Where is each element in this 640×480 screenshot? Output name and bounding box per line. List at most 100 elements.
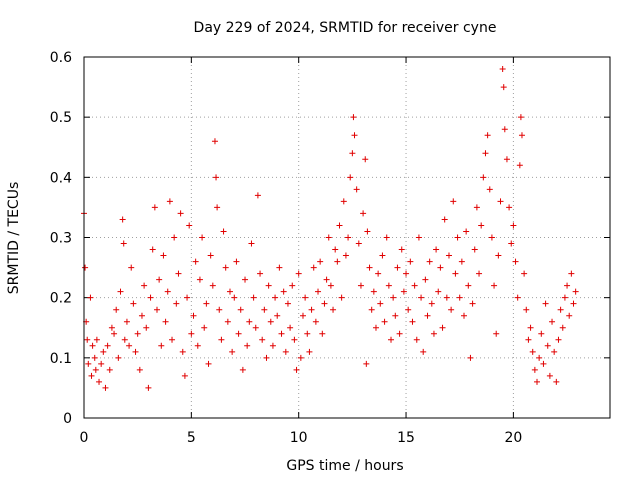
data-point xyxy=(214,204,221,211)
data-point xyxy=(89,342,96,349)
data-point xyxy=(518,132,525,139)
data-point xyxy=(100,348,107,355)
data-point xyxy=(407,258,414,265)
data-point xyxy=(398,246,405,253)
data-point xyxy=(452,270,459,277)
data-point xyxy=(132,348,139,355)
data-point xyxy=(302,294,309,301)
data-point xyxy=(473,204,480,211)
data-point xyxy=(388,336,395,343)
data-point xyxy=(192,258,199,265)
data-point xyxy=(461,312,468,319)
data-point xyxy=(448,306,455,313)
data-point xyxy=(458,258,465,265)
data-point xyxy=(340,198,347,205)
data-point xyxy=(235,330,242,337)
data-point xyxy=(181,372,188,379)
data-point xyxy=(503,156,510,163)
data-point xyxy=(126,342,133,349)
data-point xyxy=(222,264,229,271)
data-point xyxy=(347,174,354,181)
data-point xyxy=(184,294,191,301)
data-point xyxy=(196,276,203,283)
data-point xyxy=(443,294,450,301)
data-point xyxy=(372,324,379,331)
data-point xyxy=(357,282,364,289)
data-point xyxy=(484,132,491,139)
data-point xyxy=(263,354,270,361)
data-point xyxy=(426,258,433,265)
data-point xyxy=(177,210,184,217)
data-point xyxy=(315,288,322,295)
data-point xyxy=(363,360,370,367)
data-point xyxy=(570,300,577,307)
data-point xyxy=(345,234,352,241)
y-tick-label: 0.2 xyxy=(50,291,72,307)
x-tick-label: 20 xyxy=(504,430,522,446)
data-point xyxy=(517,114,524,121)
data-point xyxy=(383,234,390,241)
data-point xyxy=(368,306,375,313)
data-point xyxy=(257,270,264,277)
data-point xyxy=(435,288,442,295)
data-point xyxy=(445,252,452,259)
data-point xyxy=(246,318,253,325)
data-point xyxy=(297,354,304,361)
data-point xyxy=(143,324,150,331)
data-point xyxy=(295,270,302,277)
data-point xyxy=(527,324,534,331)
data-point xyxy=(480,174,487,181)
data-point xyxy=(128,264,135,271)
data-point xyxy=(218,336,225,343)
x-tick-label: 10 xyxy=(290,430,308,446)
data-point xyxy=(239,366,246,373)
data-point xyxy=(555,336,562,343)
data-point xyxy=(355,240,362,247)
data-point xyxy=(175,270,182,277)
data-point xyxy=(396,330,403,337)
data-point xyxy=(96,378,103,385)
data-point xyxy=(92,366,99,373)
data-point xyxy=(349,150,356,157)
data-point xyxy=(115,354,122,361)
data-point xyxy=(186,222,193,229)
data-point xyxy=(559,324,566,331)
data-point xyxy=(360,210,367,217)
data-point xyxy=(413,336,420,343)
data-point xyxy=(242,276,249,283)
data-point xyxy=(244,342,251,349)
data-point xyxy=(351,132,358,139)
data-point xyxy=(84,336,91,343)
data-point xyxy=(521,270,528,277)
data-point xyxy=(149,246,156,253)
data-point xyxy=(130,300,137,307)
data-point xyxy=(411,282,418,289)
data-point xyxy=(267,318,274,325)
data-point xyxy=(138,312,145,319)
data-point xyxy=(147,294,154,301)
data-point xyxy=(306,348,313,355)
data-point xyxy=(465,282,472,289)
data-point xyxy=(224,318,231,325)
x-tick-label: 0 xyxy=(80,430,89,446)
x-tick-label: 5 xyxy=(187,430,196,446)
data-point xyxy=(203,300,210,307)
data-point xyxy=(424,312,431,319)
data-point xyxy=(272,294,279,301)
data-point xyxy=(151,204,158,211)
data-point xyxy=(439,324,446,331)
data-point xyxy=(332,246,339,253)
data-point xyxy=(117,288,124,295)
data-point xyxy=(542,300,549,307)
data-point xyxy=(164,288,171,295)
data-point xyxy=(276,264,283,271)
data-point xyxy=(536,354,543,361)
data-point xyxy=(194,342,201,349)
data-point xyxy=(231,294,238,301)
data-point xyxy=(375,270,382,277)
data-point xyxy=(469,300,476,307)
data-point xyxy=(553,378,560,385)
data-point xyxy=(467,354,474,361)
data-point xyxy=(336,222,343,229)
data-point xyxy=(523,306,530,313)
